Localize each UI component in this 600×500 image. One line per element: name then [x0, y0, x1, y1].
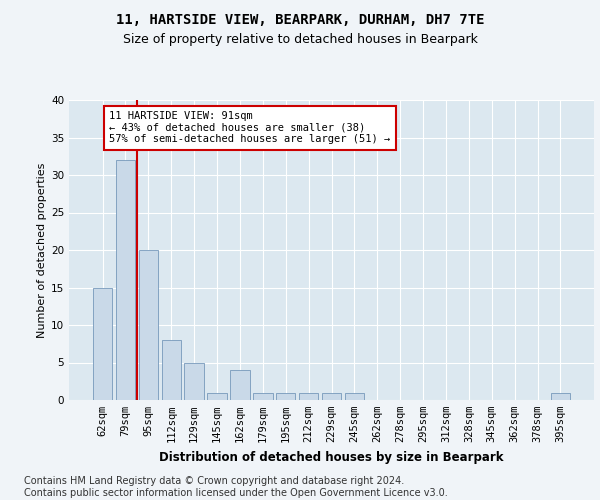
- Text: Contains HM Land Registry data © Crown copyright and database right 2024.
Contai: Contains HM Land Registry data © Crown c…: [24, 476, 448, 498]
- Text: 11 HARTSIDE VIEW: 91sqm
← 43% of detached houses are smaller (38)
57% of semi-de: 11 HARTSIDE VIEW: 91sqm ← 43% of detache…: [109, 112, 391, 144]
- Bar: [276, 392, 295, 400]
- Bar: [253, 392, 272, 400]
- Y-axis label: Number of detached properties: Number of detached properties: [37, 162, 47, 338]
- Bar: [208, 392, 227, 400]
- Bar: [139, 250, 158, 400]
- Bar: [230, 370, 250, 400]
- Bar: [184, 362, 204, 400]
- X-axis label: Distribution of detached houses by size in Bearpark: Distribution of detached houses by size …: [159, 450, 504, 464]
- Bar: [161, 340, 181, 400]
- Text: 11, HARTSIDE VIEW, BEARPARK, DURHAM, DH7 7TE: 11, HARTSIDE VIEW, BEARPARK, DURHAM, DH7…: [116, 12, 484, 26]
- Bar: [344, 392, 364, 400]
- Text: Size of property relative to detached houses in Bearpark: Size of property relative to detached ho…: [122, 32, 478, 46]
- Bar: [299, 392, 319, 400]
- Bar: [116, 160, 135, 400]
- Bar: [322, 392, 341, 400]
- Bar: [551, 392, 570, 400]
- Bar: [93, 288, 112, 400]
